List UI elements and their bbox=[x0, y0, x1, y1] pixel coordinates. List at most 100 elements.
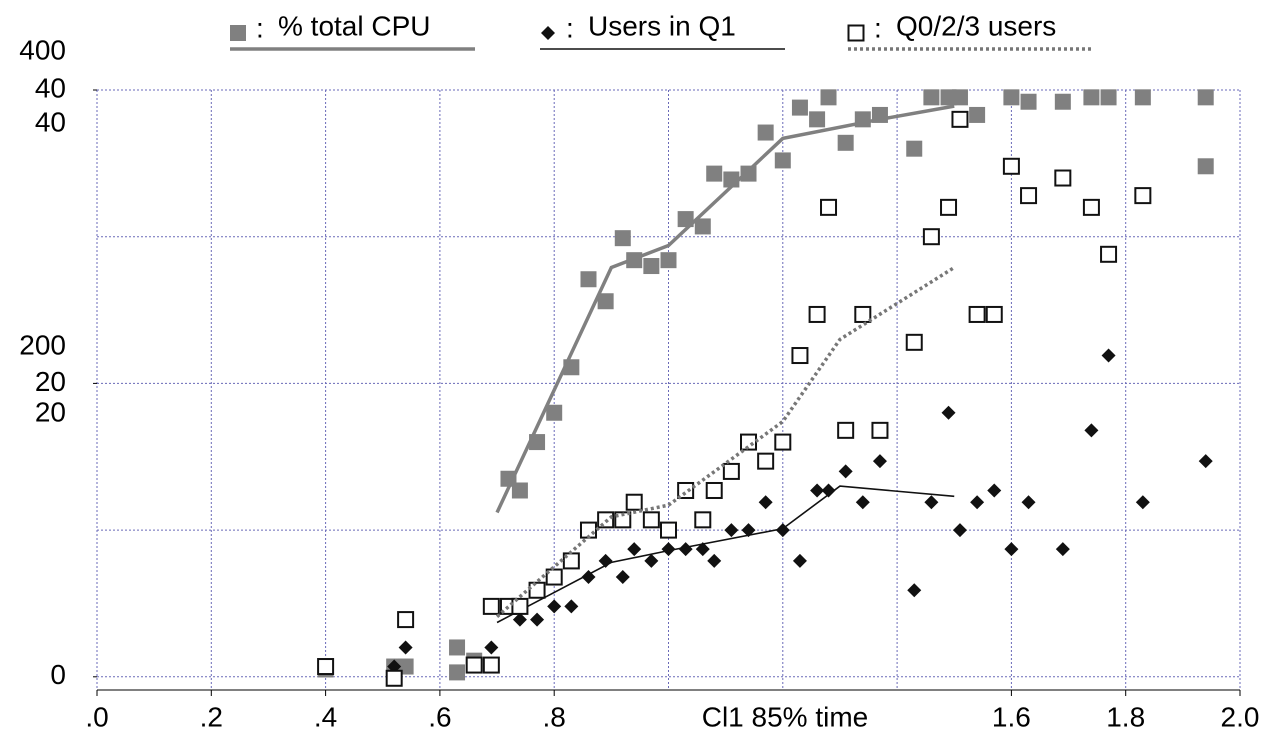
point bbox=[854, 305, 872, 323]
trend-line bbox=[496, 485, 955, 624]
point bbox=[952, 523, 967, 538]
point bbox=[597, 293, 614, 310]
point bbox=[707, 553, 722, 568]
point bbox=[677, 211, 694, 228]
x-tick-label: .0 bbox=[85, 701, 108, 732]
point bbox=[1082, 198, 1100, 216]
point bbox=[1135, 495, 1150, 510]
point bbox=[792, 553, 807, 568]
point bbox=[1100, 89, 1117, 106]
point bbox=[484, 640, 499, 655]
point bbox=[530, 612, 545, 627]
point bbox=[449, 639, 466, 656]
point bbox=[757, 124, 774, 141]
point bbox=[660, 521, 677, 539]
point bbox=[923, 89, 940, 106]
x-tick-label: 2.0 bbox=[1221, 701, 1260, 732]
point bbox=[1002, 157, 1020, 175]
point bbox=[547, 599, 562, 614]
trend-line bbox=[495, 104, 955, 514]
annotation: 20 bbox=[35, 396, 66, 427]
point bbox=[385, 669, 403, 687]
point bbox=[528, 581, 546, 599]
point bbox=[809, 111, 826, 128]
point bbox=[1100, 245, 1118, 263]
point bbox=[722, 462, 740, 480]
legend-label: Users in Q1 bbox=[588, 10, 736, 41]
point bbox=[855, 495, 870, 510]
point bbox=[511, 597, 529, 615]
point bbox=[643, 258, 660, 275]
point bbox=[660, 252, 677, 269]
annotation: 400 bbox=[19, 34, 66, 65]
point bbox=[724, 523, 739, 538]
point bbox=[740, 165, 757, 182]
point bbox=[482, 656, 500, 674]
y-tick-label: 20 bbox=[35, 366, 66, 397]
point bbox=[837, 421, 855, 439]
point bbox=[924, 495, 939, 510]
point bbox=[449, 664, 466, 681]
point bbox=[644, 553, 659, 568]
annotation: 40 bbox=[35, 106, 66, 137]
point bbox=[545, 568, 563, 586]
point bbox=[808, 305, 826, 323]
point bbox=[820, 198, 838, 216]
point bbox=[872, 454, 887, 469]
point bbox=[821, 483, 836, 498]
point bbox=[905, 333, 923, 351]
point bbox=[791, 347, 809, 365]
point bbox=[774, 152, 791, 169]
point bbox=[906, 140, 923, 157]
trend-line bbox=[495, 266, 956, 618]
point bbox=[512, 612, 527, 627]
point bbox=[614, 230, 631, 247]
point bbox=[985, 305, 1003, 323]
point bbox=[820, 89, 837, 106]
point bbox=[951, 89, 968, 106]
point bbox=[1055, 542, 1070, 557]
point bbox=[1021, 495, 1036, 510]
legend-marker bbox=[230, 25, 246, 41]
point bbox=[907, 583, 922, 598]
point bbox=[741, 523, 756, 538]
legend-item: : % total CPU bbox=[230, 10, 475, 51]
point bbox=[706, 165, 723, 182]
point bbox=[987, 483, 1002, 498]
point bbox=[694, 218, 711, 235]
x-tick-label: .2 bbox=[200, 701, 223, 732]
point bbox=[757, 452, 775, 470]
point bbox=[317, 658, 335, 676]
legend-label: % total CPU bbox=[278, 10, 431, 41]
point bbox=[1083, 89, 1100, 106]
point bbox=[678, 542, 693, 557]
point bbox=[1004, 542, 1019, 557]
point bbox=[1084, 423, 1099, 438]
legend-separator: : bbox=[256, 12, 264, 43]
x-tick-label: .6 bbox=[428, 701, 451, 732]
point bbox=[695, 542, 710, 557]
point bbox=[758, 495, 773, 510]
point bbox=[1198, 454, 1213, 469]
point bbox=[627, 542, 642, 557]
point bbox=[837, 134, 854, 151]
point bbox=[791, 99, 808, 116]
point bbox=[614, 511, 632, 529]
point bbox=[511, 482, 528, 499]
y-tick-label: 40 bbox=[35, 72, 66, 103]
point bbox=[871, 421, 889, 439]
point bbox=[1020, 93, 1037, 110]
point bbox=[694, 511, 712, 529]
legend-marker bbox=[541, 26, 555, 40]
point bbox=[546, 404, 563, 421]
point bbox=[705, 481, 723, 499]
point bbox=[677, 481, 695, 499]
y-tick-label: 0 bbox=[50, 659, 66, 690]
point bbox=[465, 656, 483, 674]
point bbox=[564, 599, 579, 614]
x-tick-label: .4 bbox=[314, 701, 337, 732]
point bbox=[810, 483, 825, 498]
